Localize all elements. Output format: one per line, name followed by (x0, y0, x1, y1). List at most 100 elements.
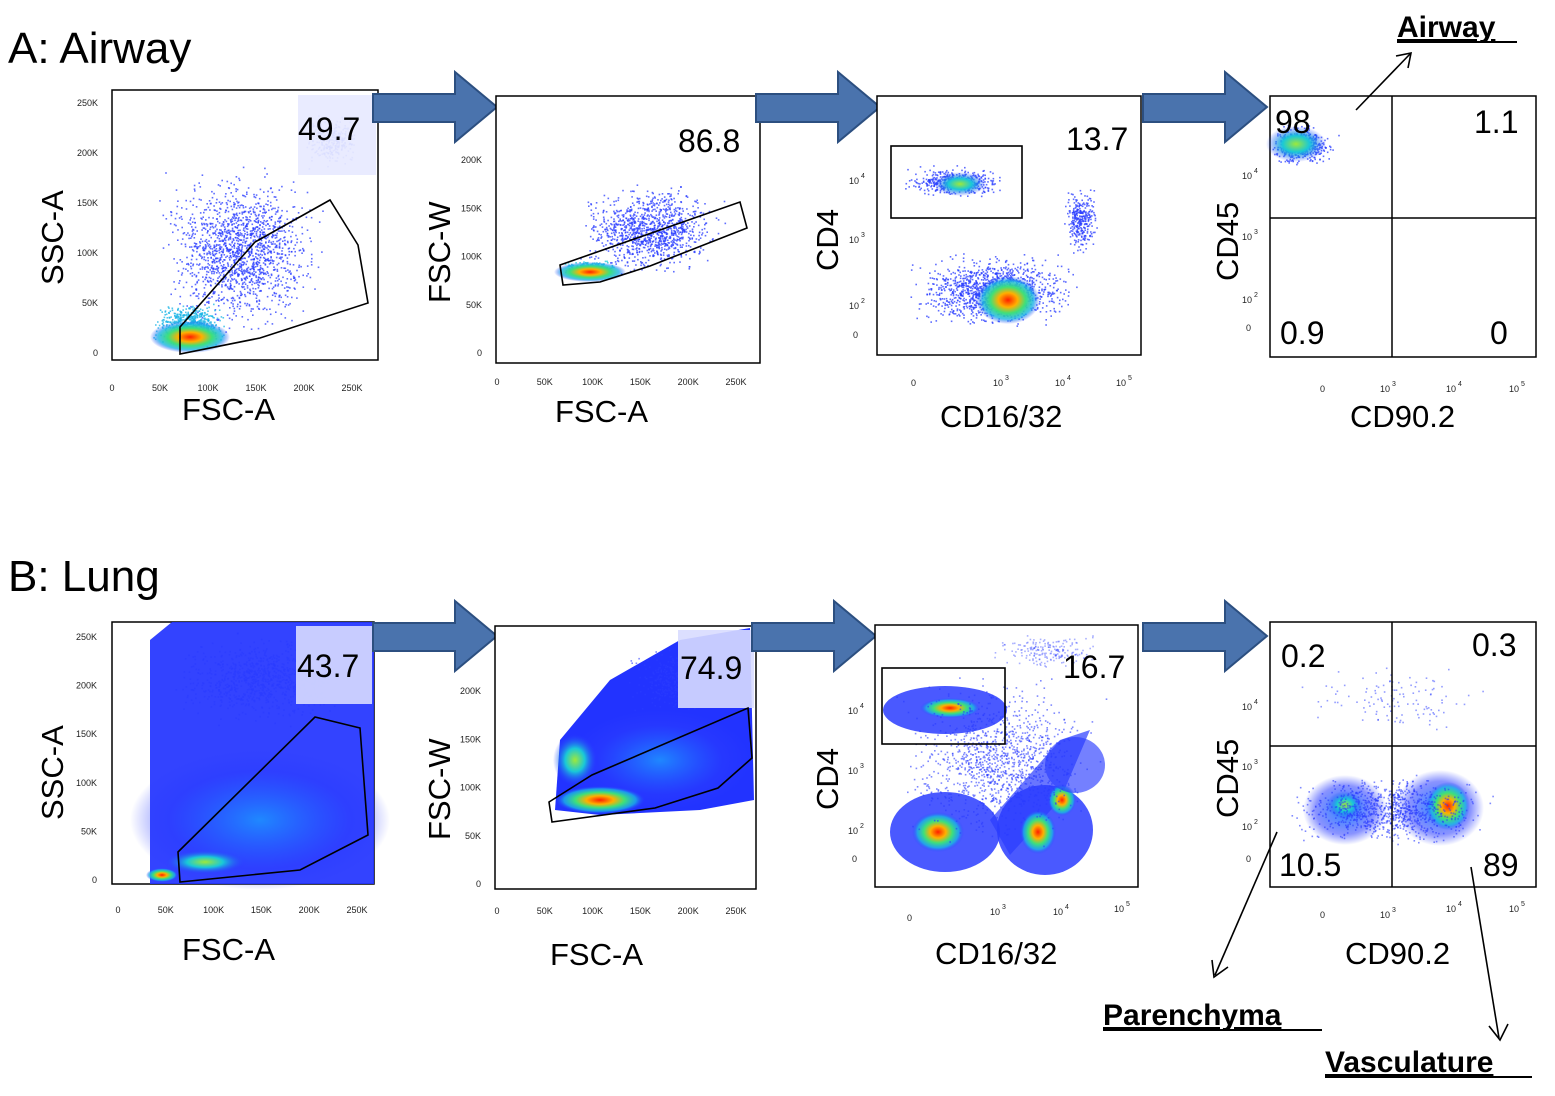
gating-arrow (1142, 69, 1269, 145)
quadrant-lr-percent: 0 (1490, 315, 1508, 351)
y-log-ticks: 10 4 10 3 10 2 0 (848, 703, 864, 864)
cell-gate (177, 716, 369, 883)
quadrant-ur-percent: 0.3 (1472, 627, 1516, 663)
x-tick-label: 150K (630, 377, 651, 387)
scatter-cloud (896, 635, 1108, 848)
density-cluster (165, 850, 245, 874)
y-tick-label: 250K (77, 98, 98, 108)
x-tick-label: 250K (725, 906, 746, 916)
x-log-ticks: 0 10 3 10 4 10 5 (911, 375, 1132, 388)
density-cluster (553, 734, 597, 786)
x-tick-label: 50K (158, 905, 174, 915)
x-log-ticks: 0 10 3 10 4 10 5 (907, 901, 1130, 923)
plot-lung-cd16-cd4: 16.7 10 4 10 3 10 2 0 0 10 3 10 4 10 5 CD16/32… (810, 624, 1139, 971)
density-hotspot (555, 786, 645, 814)
x-tick-label: 250K (341, 383, 362, 393)
x-tick-label: 150K (630, 906, 651, 916)
cell-gate (179, 198, 369, 355)
x-tick-label: 100K (582, 906, 603, 916)
value-label-box (298, 95, 376, 175)
gate-percent: 86.8 (678, 123, 740, 159)
x-tick-label: 0 (109, 383, 114, 393)
plot-airway-cd16-cd4: 13.7 10 4 10 3 10 2 0 0 10 3 10 4 10 5 CD16/32… (810, 95, 1142, 434)
density-hotspot (146, 868, 178, 882)
plot-frame (1269, 621, 1537, 888)
row-title-airway: A: Airway (8, 24, 191, 73)
quadrant-ll-percent: 10.5 (1279, 847, 1341, 883)
y-axis-label: CD45 (1210, 739, 1245, 818)
gating-arrow (1142, 598, 1269, 674)
density-cluster (934, 172, 986, 196)
scatter-cloud (153, 115, 356, 348)
callout-arrow (1355, 51, 1413, 111)
x-axis-label: FSC-A (182, 932, 275, 967)
gating-arrow (751, 598, 878, 674)
cd4-gate (890, 145, 1023, 219)
density-hotspot (150, 321, 230, 353)
density-hotspot (554, 262, 626, 282)
x-axis-label: FSC-A (182, 392, 275, 427)
y-axis-label: CD45 (1210, 202, 1245, 281)
plot-lung-fsc-a-fsc-w: 74.9 0 50K 100K 150K 200K 0 50K 100K 150K 200K 25… (422, 625, 757, 972)
x-tick-label: 0 (494, 377, 499, 387)
x-tick-label: 250K (346, 905, 367, 915)
x-tick-label: 50K (537, 906, 553, 916)
y-tick-label: 200K (461, 155, 482, 165)
density-hotspot (1020, 810, 1056, 854)
x-axis-label: CD16/32 (940, 399, 1062, 434)
y-tick-label: 150K (461, 203, 482, 213)
plot-airway-fsc-a-fsc-w: 86.8 0 50K 100K 150K 200K 0 50K 100K 150K 200K 25… (422, 95, 761, 429)
x-tick-label: 200K (678, 906, 699, 916)
x-tick-label: 200K (299, 905, 320, 915)
y-tick-label: 200K (76, 681, 97, 691)
y-tick-label: 150K (460, 734, 481, 744)
gate-percent: 13.7 (1066, 121, 1128, 157)
cd4-gate (881, 667, 1006, 745)
y-tick-label: 150K (76, 729, 97, 739)
y-tick-label: 100K (76, 778, 97, 788)
gating-arrow (372, 598, 499, 674)
x-tick-label: 100K (203, 905, 224, 915)
y-tick-label: 200K (460, 686, 481, 696)
x-axis-label: CD90.2 (1350, 399, 1455, 434)
x-tick-label: 250K (725, 377, 746, 387)
x-tick-label: 150K (251, 905, 272, 915)
y-tick-label: 50K (466, 300, 482, 310)
y-tick-label: 150K (77, 198, 98, 208)
x-tick-label: 50K (152, 383, 168, 393)
x-tick-label: 50K (537, 377, 553, 387)
density-hotspot (976, 276, 1040, 324)
plot-airway-cd90-cd45: 98 1.1 0.9 0 10 4 10 3 10 2 0 0 10 3 10 4 10 5… (1210, 95, 1537, 434)
x-tick-label: 200K (678, 377, 699, 387)
x-tick-label: 0 (115, 905, 120, 915)
y-tick-label: 100K (460, 783, 481, 793)
row-title-lung: B: Lung (8, 552, 160, 601)
x-log-ticks: 0 10 3 10 4 10 5 (1320, 381, 1525, 394)
y-axis-label: CD4 (810, 209, 845, 271)
density-cluster (570, 710, 750, 810)
y-tick-label: 0 (92, 875, 97, 885)
y-axis-label: SSC-A (35, 190, 70, 285)
y-log-ticks: 10 4 10 3 10 2 0 (849, 173, 865, 340)
density-hotspot (912, 812, 964, 852)
x-tick-label: 100K (582, 377, 603, 387)
x-tick-label: 200K (293, 383, 314, 393)
density-cluster (1266, 126, 1326, 162)
plot-frame (495, 95, 761, 364)
x-tick-label: 150K (245, 383, 266, 393)
y-tick-label: 0 (477, 348, 482, 358)
gate-percent: 43.7 (297, 648, 359, 684)
callout-arrow (1211, 831, 1278, 979)
callout-parenchyma: Parenchyma (1103, 999, 1282, 1032)
y-tick-label: 50K (82, 298, 98, 308)
y-axis-label: FSC-W (422, 201, 457, 303)
quadrant-ul-percent: 98 (1275, 104, 1311, 140)
quadrant-ur-percent: 1.1 (1474, 104, 1518, 140)
y-log-ticks: 10 4 10 3 10 2 0 (1242, 699, 1258, 864)
gating-arrow (372, 69, 499, 145)
plot-lung-cd90-cd45: 0.2 0.3 10.5 89 10 4 10 3 10 2 0 0 10 3 10 4 … (1210, 621, 1537, 971)
x-axis-label: CD90.2 (1345, 936, 1450, 971)
y-log-ticks: 10 4 10 3 10 2 0 (1242, 168, 1258, 333)
